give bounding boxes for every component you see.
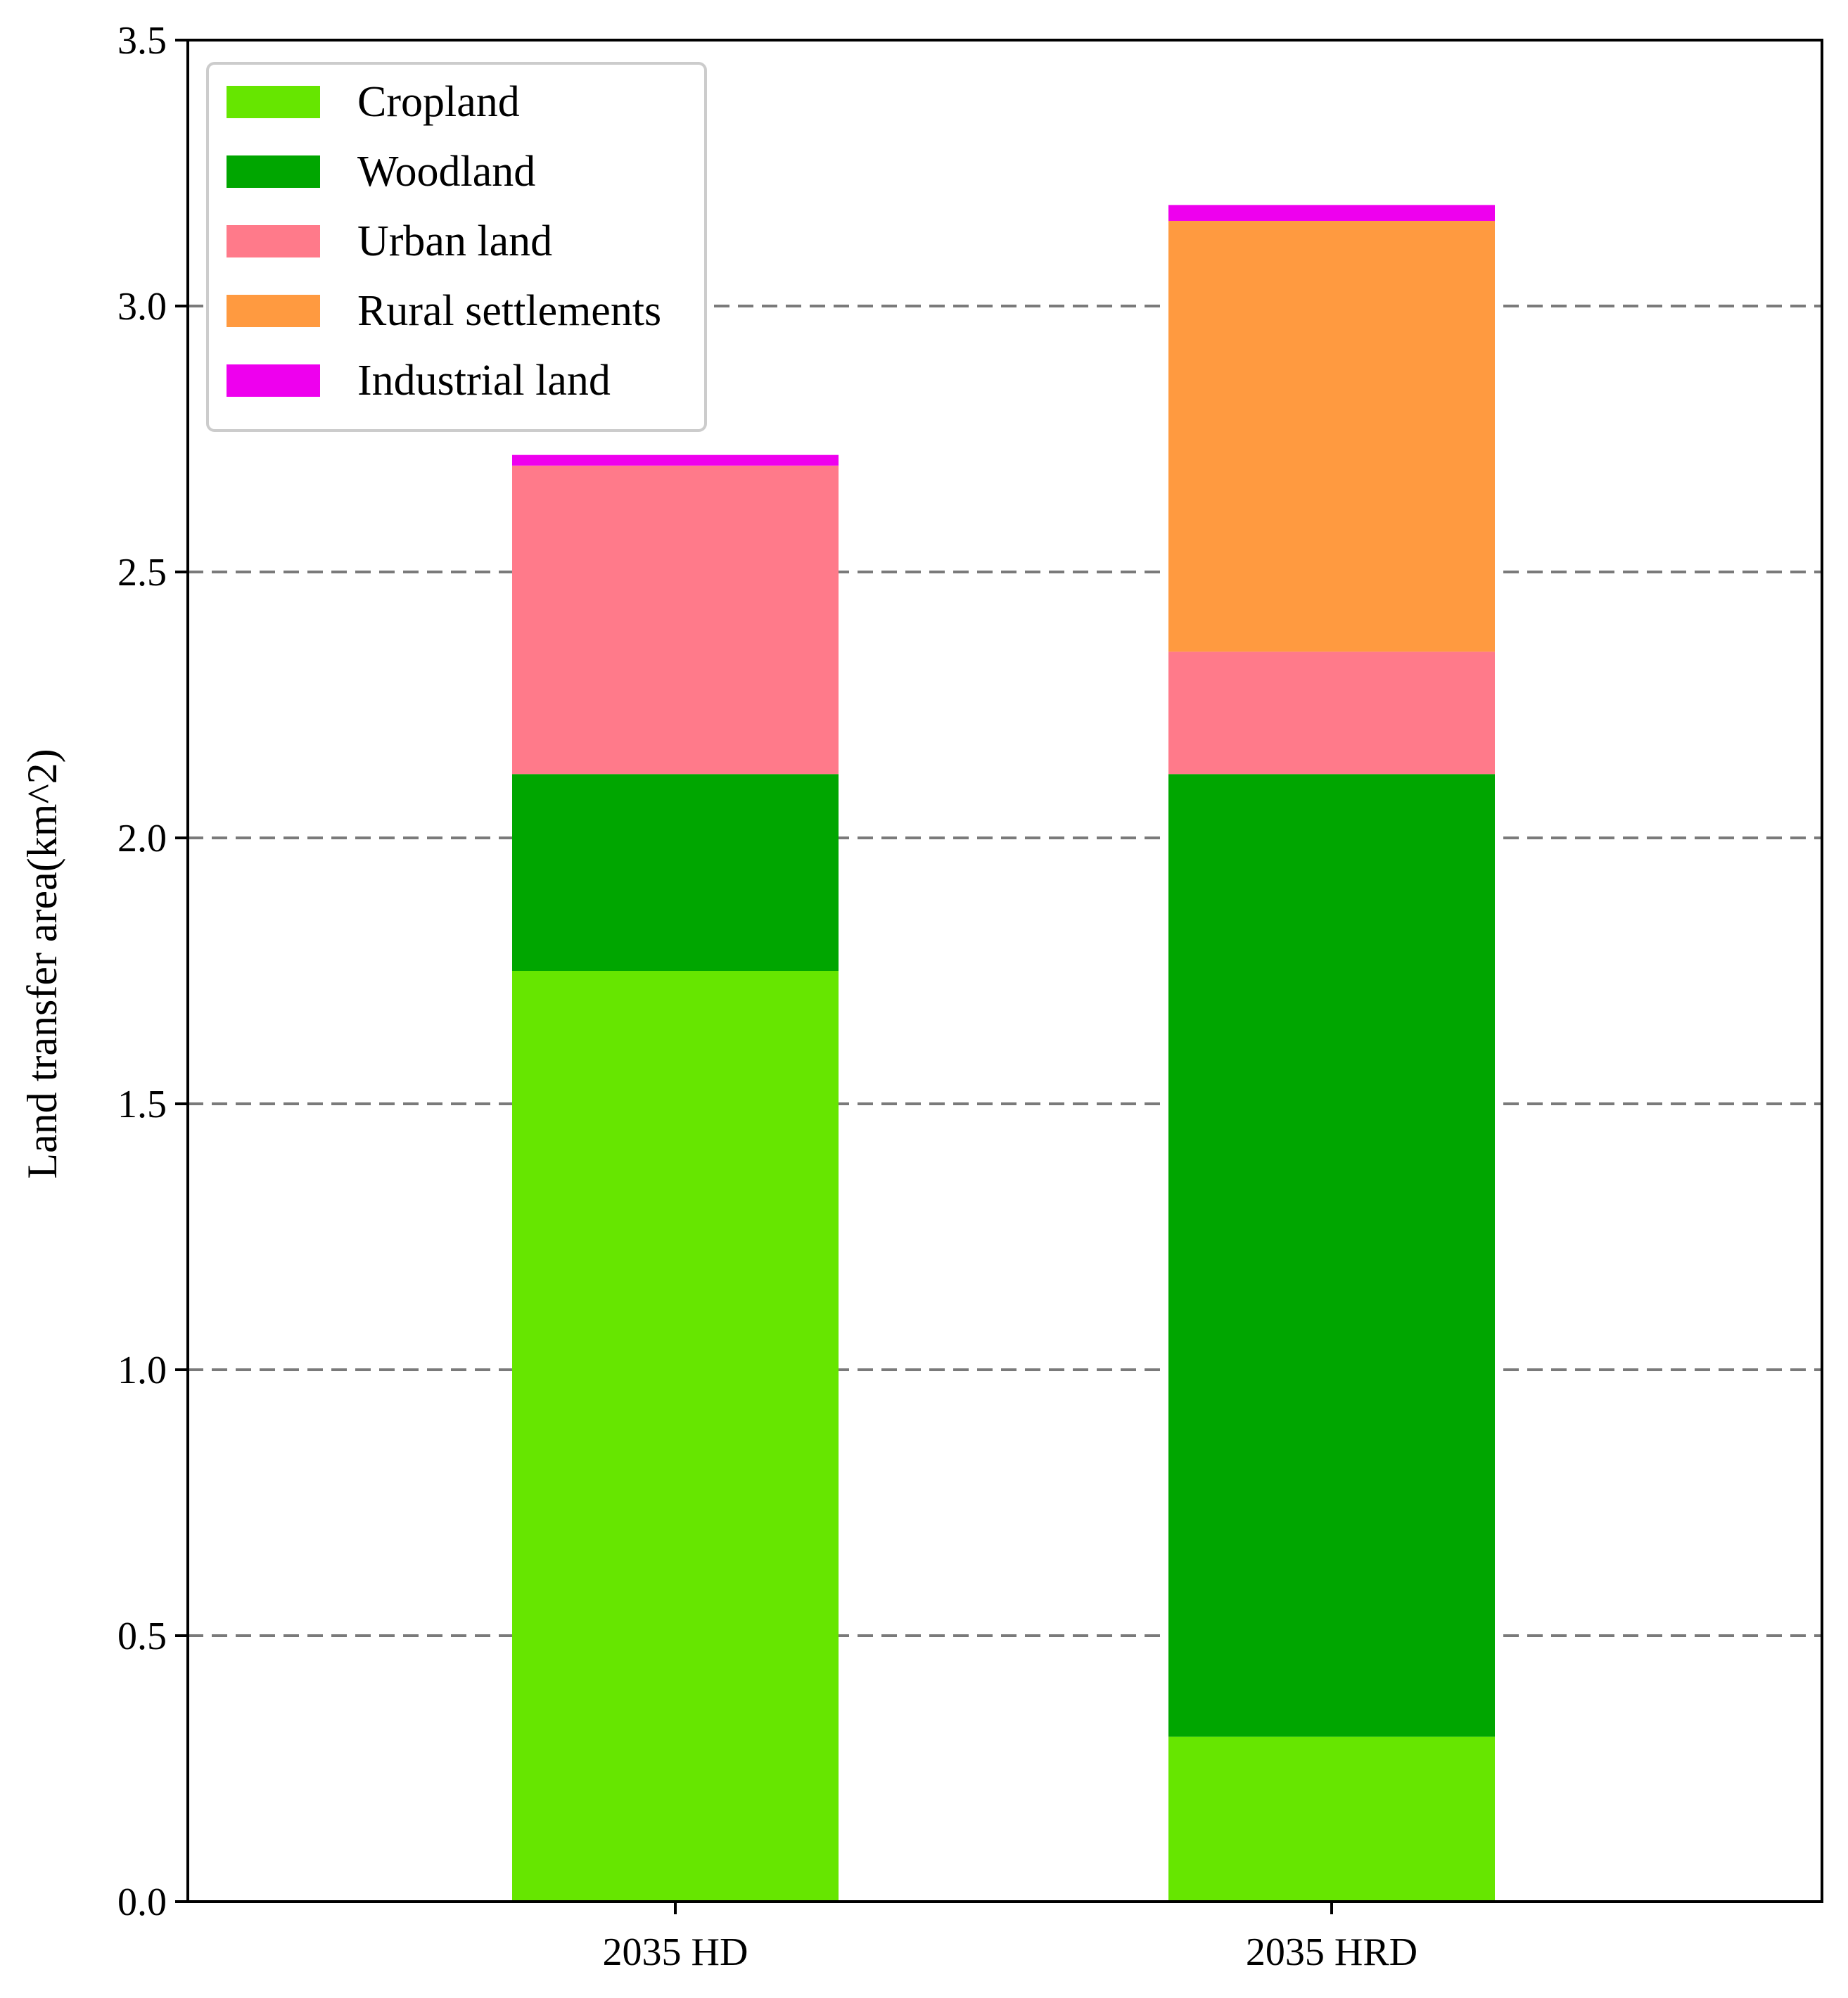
y-axis-title: Land transfer area(km^2) (19, 749, 65, 1178)
y-tick-label: 3.0 (117, 285, 167, 329)
y-tick-label: 0.5 (117, 1615, 167, 1658)
bar-segment-cropland (512, 971, 839, 1902)
legend-swatch (227, 225, 320, 257)
bar-segment-cropland (1168, 1736, 1495, 1902)
legend-label: Cropland (357, 78, 520, 126)
y-tick-label: 3.5 (117, 19, 167, 63)
legend-swatch (227, 86, 320, 118)
x-tick-label: 2035 HRD (1246, 1930, 1417, 1974)
y-tick-label: 2.0 (117, 817, 167, 860)
bar-segment-urban-land (1168, 651, 1495, 775)
y-tick-label: 1.0 (117, 1349, 167, 1392)
bars (512, 205, 1495, 1902)
legend-label: Industrial land (357, 357, 611, 405)
y-tick-label: 0.0 (117, 1881, 167, 1924)
bar-segment-woodland (1168, 774, 1495, 1737)
legend-swatch (227, 364, 320, 397)
y-axis: 0.0 0.5 1.0 1.5 2.0 2.5 3.0 3.5 (117, 19, 188, 1924)
x-axis: 2035 HD 2035 HRD (603, 1902, 1417, 1974)
legend-box (206, 62, 707, 432)
legend-label: Woodland (357, 148, 535, 196)
legend-label: Rural settlements (357, 287, 661, 335)
legend: Cropland Woodland Urban land Rural settleme… (206, 62, 707, 432)
legend-label: Urban land (357, 217, 552, 265)
bar-segment-industrial-land (512, 454, 839, 466)
x-tick-label: 2035 HD (603, 1930, 748, 1974)
legend-swatch (227, 295, 320, 327)
bar-segment-industrial-land (1168, 205, 1495, 222)
y-tick-label: 2.5 (117, 551, 167, 594)
plot-frame (186, 39, 1823, 1903)
bar-segment-rural-settlements (1168, 221, 1495, 652)
y-tick-label: 1.5 (117, 1083, 167, 1126)
bar-segment-woodland (512, 774, 839, 971)
bar-segment-urban-land (512, 465, 839, 775)
legend-swatch (227, 155, 320, 188)
